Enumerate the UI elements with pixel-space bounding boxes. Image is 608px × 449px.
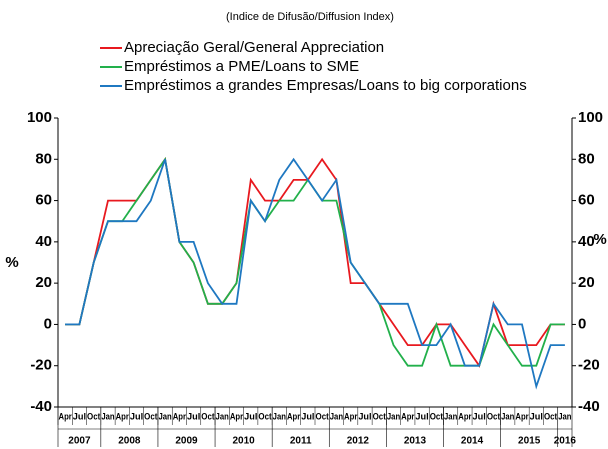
- x-tick-label: Jan: [330, 411, 343, 421]
- x-tick-label: Apr: [515, 411, 529, 421]
- x-tick-label: Jan: [273, 411, 286, 421]
- y-tick-label: 20: [35, 274, 52, 291]
- x-tick-label: Jul: [130, 411, 143, 421]
- legend-label: Empréstimos a PME/Loans to SME: [124, 58, 359, 75]
- y-axis-label: %: [5, 254, 18, 271]
- x-tick-label: Jan: [501, 411, 514, 421]
- x-tick-label: Jul: [473, 411, 486, 421]
- y2-tick-label: 100: [578, 109, 603, 126]
- x-tick-label: Oct: [373, 411, 386, 421]
- y-tick-label: 60: [35, 192, 52, 209]
- x-tick-label: Apr: [59, 411, 73, 421]
- y2-axis-label: %: [593, 231, 606, 248]
- x-tick-label: Oct: [87, 411, 100, 421]
- x-tick-label: Oct: [201, 411, 214, 421]
- y-tick-label: 100: [27, 109, 52, 126]
- x-tick-label: Jan: [216, 411, 229, 421]
- year-label: 2012: [347, 436, 370, 447]
- x-tick-label: Jan: [444, 411, 457, 421]
- year-label: 2015: [518, 436, 541, 447]
- series-line: [65, 157, 565, 390]
- year-label: 2010: [232, 436, 255, 447]
- y2-tick-label: -40: [578, 398, 600, 415]
- year-label: 2011: [290, 436, 312, 447]
- legend-label: Apreciação Geral/General Appreciation: [124, 39, 384, 56]
- year-label: 2013: [404, 436, 427, 447]
- x-tick-label: Apr: [344, 411, 358, 421]
- x-tick-label: Jul: [530, 411, 543, 421]
- chart-title: (Indice de Difusão/Diffusion Index): [226, 11, 394, 23]
- x-tick-label: Apr: [458, 411, 472, 421]
- y-tick-label: -20: [30, 357, 52, 374]
- year-label: 2016: [554, 436, 577, 447]
- x-tick-label: Jul: [187, 411, 200, 421]
- y-tick-label: -40: [30, 398, 52, 415]
- x-tick-label: Oct: [316, 411, 329, 421]
- y2-tick-label: 20: [578, 274, 595, 291]
- y2-tick-label: 80: [578, 150, 595, 167]
- x-tick-label: Apr: [230, 411, 244, 421]
- y2-tick-label: -20: [578, 357, 600, 374]
- x-tick-label: Apr: [401, 411, 415, 421]
- year-label: 2009: [175, 436, 198, 447]
- x-tick-label: Oct: [258, 411, 271, 421]
- x-tick-label: Oct: [144, 411, 157, 421]
- x-tick-label: Jan: [387, 411, 400, 421]
- x-tick-label: Oct: [544, 411, 557, 421]
- y2-tick-label: 0: [578, 315, 586, 332]
- x-tick-label: Jan: [158, 411, 171, 421]
- x-tick-label: Jul: [244, 411, 257, 421]
- y-tick-label: 0: [44, 315, 52, 332]
- x-tick-label: Apr: [116, 411, 130, 421]
- y-tick-label: 40: [35, 233, 52, 250]
- x-tick-label: Apr: [287, 411, 301, 421]
- x-tick-label: Oct: [487, 411, 500, 421]
- x-tick-label: Jan: [101, 411, 114, 421]
- y2-tick-label: 60: [578, 192, 595, 209]
- x-tick-label: Jul: [415, 411, 428, 421]
- legend-label: Empréstimos a grandes Empresas/Loans to …: [124, 77, 527, 94]
- x-tick-label: Apr: [173, 411, 187, 421]
- year-label: 2014: [461, 436, 484, 447]
- x-tick-label: Jul: [73, 411, 86, 421]
- x-tick-label: Jan: [558, 411, 571, 421]
- x-tick-label: Jul: [358, 411, 371, 421]
- year-label: 2007: [68, 436, 91, 447]
- x-tick-label: Oct: [430, 411, 443, 421]
- x-tick-label: Jul: [301, 411, 314, 421]
- y-tick-label: 80: [35, 150, 52, 167]
- y2-tick-label: 40: [578, 233, 595, 250]
- year-label: 2008: [118, 436, 141, 447]
